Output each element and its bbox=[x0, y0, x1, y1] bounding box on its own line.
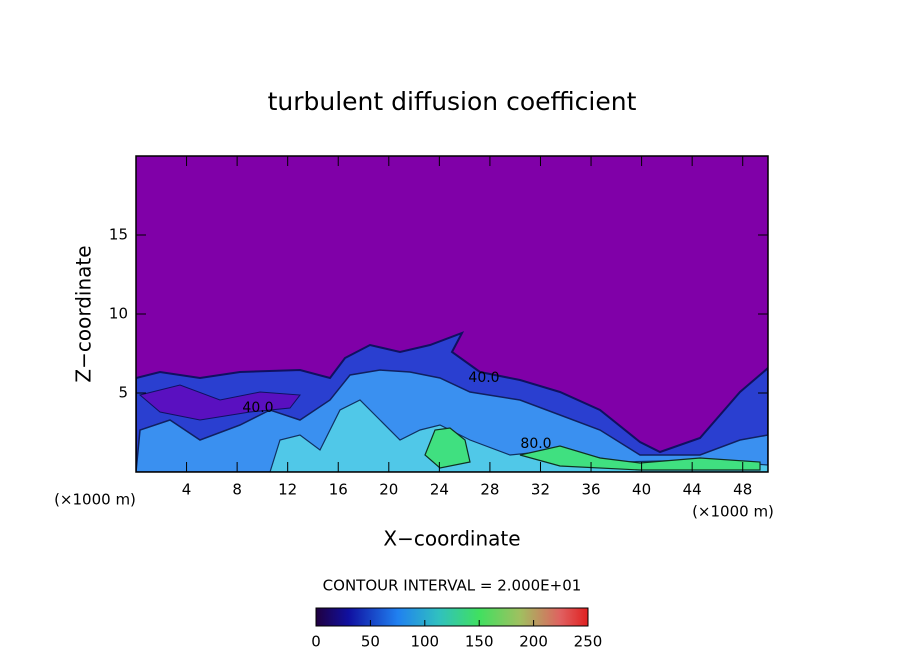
y-axis-label: Z−coordinate bbox=[72, 245, 96, 382]
contour-label: 80.0 bbox=[520, 436, 551, 452]
x-tick-label: 28 bbox=[480, 481, 499, 499]
x-tick-label: 24 bbox=[430, 481, 449, 499]
y-unit: (×1000 m) bbox=[54, 491, 136, 509]
y-tick-label: 10 bbox=[109, 305, 128, 323]
colorbar-label: CONTOUR INTERVAL = 2.000E+01 bbox=[323, 577, 582, 595]
x-unit: (×1000 m) bbox=[692, 503, 774, 521]
colorbar-tick-label: 100 bbox=[410, 633, 439, 651]
x-tick-label: 44 bbox=[683, 481, 702, 499]
x-tick-label: 36 bbox=[581, 481, 600, 499]
x-tick-label: 4 bbox=[182, 481, 192, 499]
colorbar-tick-label: 150 bbox=[465, 633, 494, 651]
y-tick-label: 15 bbox=[109, 226, 128, 244]
field-region bbox=[424, 427, 471, 469]
chart-title: turbulent diffusion coefficient bbox=[268, 87, 637, 116]
colorbar-tick-label: 250 bbox=[574, 633, 603, 651]
field-region bbox=[138, 384, 301, 421]
x-tick-label: 16 bbox=[329, 481, 348, 499]
contour-label: 40.0 bbox=[242, 400, 273, 416]
colorbar-tick-label: 0 bbox=[311, 633, 321, 651]
colorbar-tick-label: 200 bbox=[519, 633, 548, 651]
x-tick-label: 8 bbox=[232, 481, 242, 499]
field bbox=[136, 331, 768, 472]
x-tick-label: 32 bbox=[531, 481, 550, 499]
contour-label: 40.0 bbox=[468, 370, 499, 386]
colorbar bbox=[315, 607, 589, 627]
field-region bbox=[519, 445, 761, 471]
x-tick-label: 12 bbox=[278, 481, 297, 499]
x-axis-label: X−coordinate bbox=[383, 527, 520, 551]
y-tick-label: 5 bbox=[118, 384, 128, 402]
x-tick-label: 20 bbox=[379, 481, 398, 499]
colorbar-tick-label: 50 bbox=[361, 633, 380, 651]
x-tick-label: 48 bbox=[733, 481, 752, 499]
x-tick-label: 40 bbox=[632, 481, 651, 499]
